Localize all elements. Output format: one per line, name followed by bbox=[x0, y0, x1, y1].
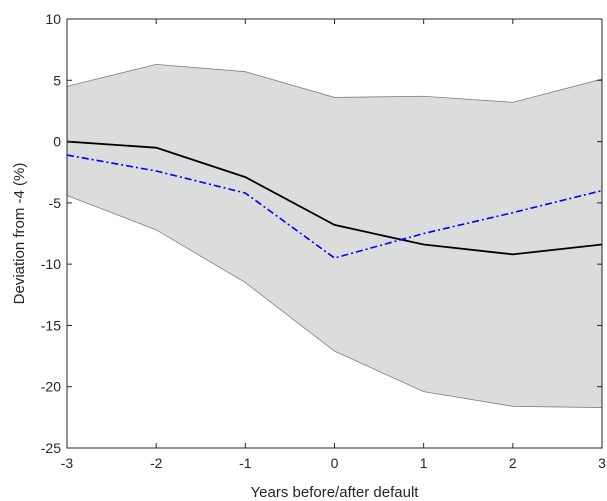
x-tick-label: -1 bbox=[239, 455, 252, 471]
band-lower-edge bbox=[66, 195, 603, 408]
y-tick-label: 0 bbox=[53, 134, 61, 150]
series-line-2 bbox=[66, 154, 603, 259]
series-line-1 bbox=[66, 140, 603, 256]
x-tick-label: 2 bbox=[509, 455, 517, 471]
x-axis-title: Years before/after default bbox=[251, 484, 420, 501]
y-tick-label: 5 bbox=[53, 72, 61, 88]
y-tick-label: 10 bbox=[45, 11, 61, 27]
y-tick-label: -15 bbox=[41, 317, 61, 333]
confidence-band-layer bbox=[66, 63, 603, 408]
y-tick-label: -10 bbox=[41, 256, 61, 272]
confidence-band-area bbox=[67, 64, 602, 408]
band-upper-edge bbox=[66, 63, 603, 103]
y-axis-title: Deviation from -4 (%) bbox=[11, 163, 28, 305]
y-tick-label: -25 bbox=[41, 440, 61, 456]
y-axis-ticks: -25 -20 -15 -10 -5 0 5 10 bbox=[41, 11, 602, 456]
x-axis-ticks: -3 -2 -1 0 1 2 3 bbox=[61, 19, 606, 471]
x-tick-label: 1 bbox=[420, 455, 428, 471]
y-tick-label: -20 bbox=[41, 379, 61, 395]
x-tick-label: -2 bbox=[150, 455, 163, 471]
series-layer bbox=[66, 140, 603, 259]
x-tick-label: 0 bbox=[331, 455, 339, 471]
x-tick-label: -3 bbox=[61, 455, 74, 471]
x-tick-label: 3 bbox=[598, 455, 606, 471]
y-tick-label: -5 bbox=[49, 195, 62, 211]
